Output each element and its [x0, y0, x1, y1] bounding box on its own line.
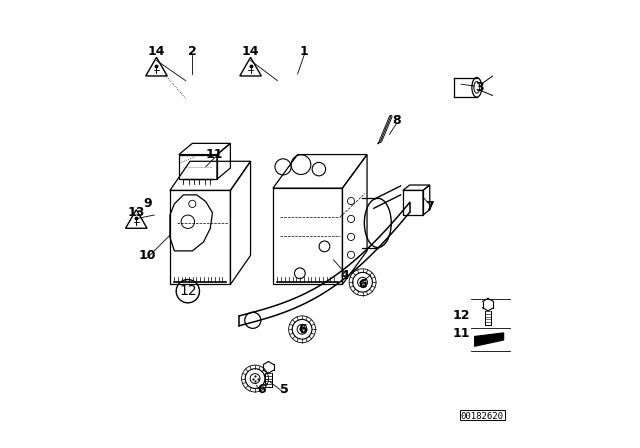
Text: 12: 12	[179, 284, 196, 298]
Text: 10: 10	[139, 249, 156, 262]
Text: 9: 9	[143, 197, 152, 211]
Text: 14: 14	[242, 45, 259, 58]
Text: 00182620: 00182620	[461, 412, 504, 421]
Text: 1: 1	[300, 45, 308, 58]
Text: 6: 6	[298, 323, 307, 336]
Text: 2: 2	[188, 45, 196, 58]
Text: 6: 6	[358, 278, 367, 291]
Bar	[460, 410, 504, 420]
Text: 12: 12	[452, 309, 470, 323]
Text: 4: 4	[340, 269, 349, 282]
Text: 11: 11	[206, 148, 223, 161]
Text: 5: 5	[280, 383, 289, 396]
Text: 7: 7	[426, 199, 434, 213]
Text: 3: 3	[475, 81, 483, 94]
Text: 11: 11	[452, 327, 470, 340]
Text: 13: 13	[127, 206, 145, 220]
Text: 8: 8	[392, 114, 401, 128]
Polygon shape	[475, 333, 504, 346]
Text: 6: 6	[257, 383, 266, 396]
Text: 14: 14	[148, 45, 165, 58]
